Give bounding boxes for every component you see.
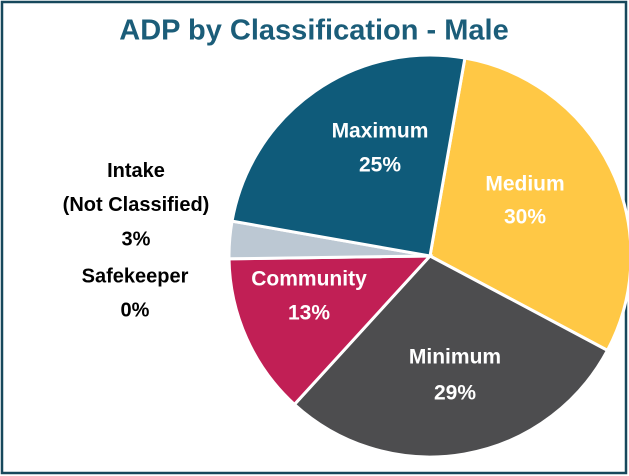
- slice-value: 25%: [359, 154, 401, 177]
- slice-value: 30%: [504, 206, 546, 229]
- slice-label: Minimum: [409, 346, 501, 369]
- slice-value: 0%: [121, 299, 150, 321]
- slice-label: Community: [251, 268, 367, 291]
- slice-value: 29%: [434, 382, 476, 405]
- slice-label: Maximum: [332, 120, 429, 143]
- pie-slice: [230, 53, 467, 258]
- pie-slice: [227, 254, 434, 407]
- pie-slice: [292, 254, 610, 459]
- pie-slice: [428, 56, 629, 353]
- slice-value: 3%: [122, 228, 151, 250]
- chart-title: ADP by Classification - Male: [119, 15, 508, 47]
- slice-label: Intake (Not Classified): [63, 160, 210, 216]
- slice-value: 13%: [288, 302, 330, 325]
- slice-label: Medium: [485, 173, 564, 196]
- slice-label: Safekeeper: [82, 265, 189, 287]
